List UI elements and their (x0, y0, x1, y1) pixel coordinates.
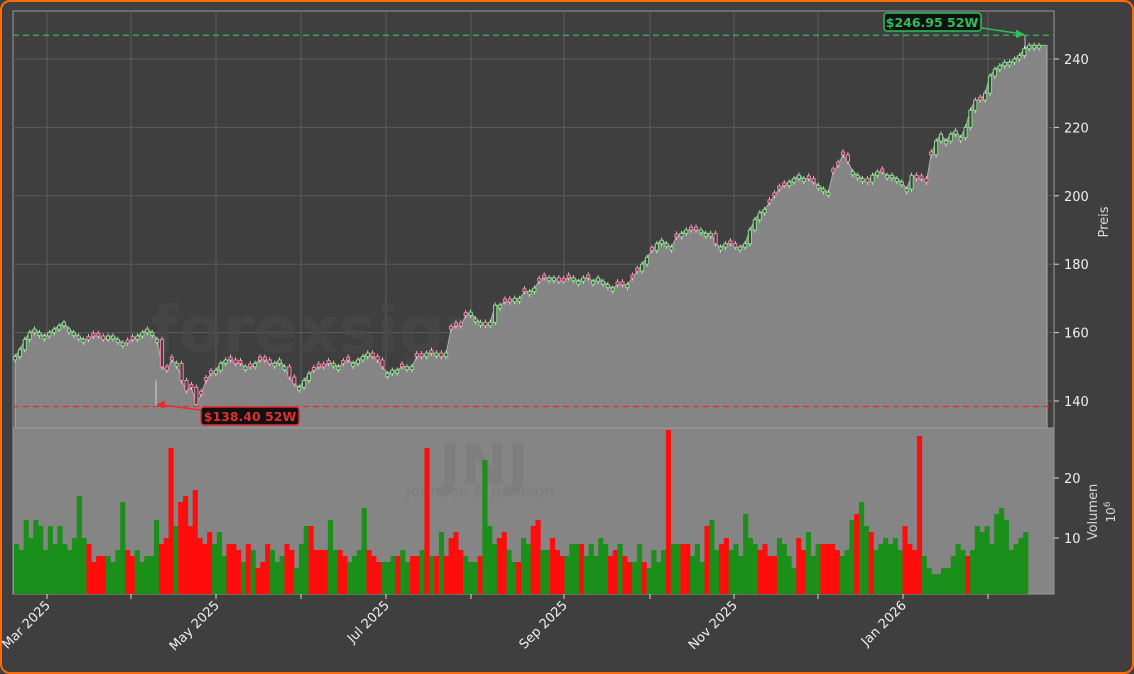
candlesticks (12, 35, 1042, 408)
svg-text:180: 180 (1064, 258, 1089, 273)
date-axis: Mar 2025 May 2025 Jul 2025 Sep 2025 Nov 2025… (0, 594, 989, 654)
date-tick-label: Nov 2025 (686, 598, 741, 653)
svg-text:10: 10 (1064, 532, 1081, 547)
date-tick-label: Jul 2025 (344, 598, 393, 647)
svg-text:240: 240 (1064, 53, 1089, 68)
svg-text:160: 160 (1064, 327, 1089, 342)
date-tick-label: Sep 2025 (517, 598, 571, 652)
date-tick-label: Jan 2026 (858, 598, 910, 650)
date-tick-label: May 2025 (167, 598, 223, 654)
volume-axis: 10 20 (1054, 472, 1081, 547)
volume-axis-label: Volumen (1086, 484, 1101, 541)
svg-text:20: 20 (1064, 472, 1081, 487)
low-52w-annotation: $138.40 52W (156, 400, 300, 426)
svg-text:200: 200 (1064, 190, 1089, 205)
volume-exponent-label: 106 (1103, 501, 1118, 522)
date-tick-label: Mar 2025 (0, 598, 54, 652)
svg-text:220: 220 (1064, 121, 1089, 136)
volume-bars (14, 430, 1029, 594)
watermark-ticker: JNJ (436, 433, 529, 498)
high-52w-annotation: $246.95 52W (883, 12, 1025, 38)
price-axis-label: Preis (1097, 206, 1112, 237)
low-52w-label: $138.40 52W (204, 409, 297, 424)
watermark-company: Johnson & Johnson (405, 482, 555, 501)
price-axis: 140 160 180 200 220 240 (1054, 53, 1089, 410)
svg-text:140: 140 (1064, 395, 1089, 410)
high-52w-label: $246.95 52W (886, 15, 979, 30)
